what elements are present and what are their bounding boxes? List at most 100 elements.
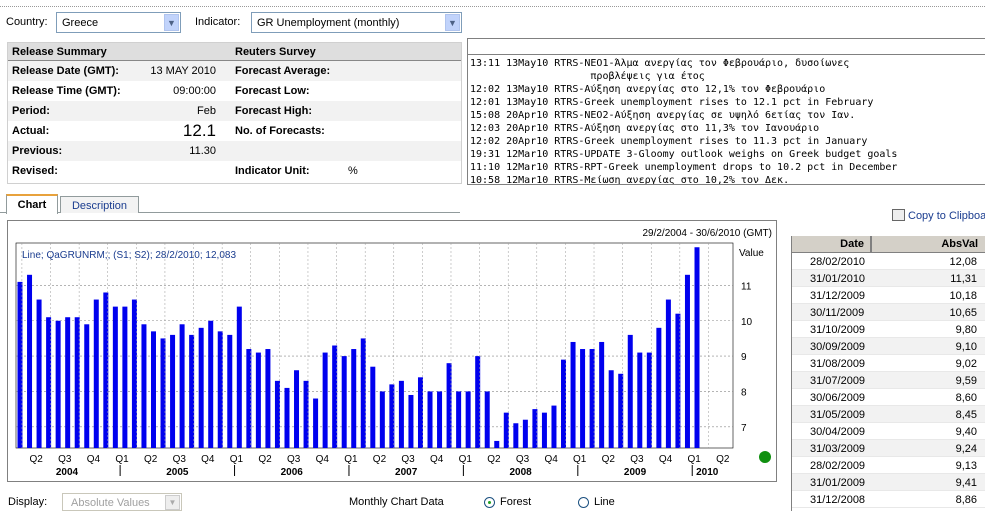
table-row[interactable]: 31/01/2009 9,41 [792, 474, 985, 491]
tab-chart[interactable]: Chart [6, 194, 58, 214]
data-bar [437, 391, 443, 448]
chevron-down-icon[interactable]: ▼ [164, 14, 179, 31]
data-bar [608, 370, 614, 448]
indicator-select[interactable]: GR Unemployment (monthly) ▼ [251, 12, 462, 33]
quarter-label: Q1 [459, 454, 473, 465]
unemployment-chart: 7 8 9 10 11 Value 29/2/2004 - 30/6/2010 (GMT) L… [15, 228, 772, 478]
quarter-label: Q2 [487, 454, 501, 465]
monthly-chart-data-label: Monthly Chart Data [349, 496, 444, 508]
cell-absval: 9,13 [955, 460, 977, 472]
news-item[interactable]: 12:02 13May10 RTRS-Αύξηση ανεργίας στο 1… [470, 84, 826, 95]
display-value: Absolute Values [71, 497, 150, 509]
news-list[interactable]: 13:11 13May10 RTRS-NEO1-Άλμα ανεργίας το… [468, 55, 985, 185]
data-bar [36, 299, 42, 448]
quarter-label: Q4 [659, 454, 673, 465]
news-item[interactable]: 15:08 20Apr10 RTRS-NEO2-Αύξηση ανεργίας … [470, 110, 856, 121]
quarter-label: Q1 [687, 454, 701, 465]
data-bar [265, 349, 271, 448]
table-row[interactable]: 28/02/2009 9,13 [792, 457, 985, 474]
data-bar [160, 338, 166, 448]
data-bar [465, 391, 471, 448]
table-row[interactable]: 31/08/2009 9,02 [792, 355, 985, 372]
data-bar [484, 391, 490, 448]
news-item[interactable]: προβλέψεις για έτος [470, 71, 705, 82]
data-bar [446, 363, 452, 448]
header-absval[interactable]: AbsVal [941, 238, 978, 250]
table-row[interactable]: 31/03/2009 9,24 [792, 440, 985, 457]
table-row[interactable]: 31/10/2009 9,80 [792, 321, 985, 338]
tab-description[interactable]: Description [60, 196, 139, 213]
table-row[interactable]: 30/09/2009 9,10 [792, 338, 985, 355]
summary-left-value: 13 MAY 2010 [150, 65, 216, 77]
table-row[interactable]: 31/12/2008 8,86 [792, 491, 985, 508]
table-row[interactable]: 31/12/2009 10,18 [792, 287, 985, 304]
table-row[interactable]: 31/01/2010 11,31 [792, 270, 985, 287]
quarter-label: Q2 [602, 454, 616, 465]
header-date[interactable]: Date [792, 236, 872, 253]
table-row[interactable]: 30/06/2009 8,60 [792, 389, 985, 406]
data-bar [475, 356, 481, 448]
data-table[interactable]: Date AbsVal 28/02/2010 12,08 31/01/2010 11,… [791, 236, 985, 511]
y-tick-label: 7 [741, 423, 747, 434]
data-bar [103, 292, 109, 448]
summary-row: Release Date (GMT): 13 MAY 2010 Forecast A… [8, 61, 461, 81]
data-bar [17, 281, 23, 448]
summary-right-label: Forecast Low: [235, 85, 310, 97]
copy-to-clipboard-button[interactable]: Copy to Clipboard [892, 209, 985, 222]
country-select[interactable]: Greece ▼ [56, 12, 181, 33]
summary-left-label: Previous: [12, 145, 63, 157]
news-item[interactable]: 19:31 12Mar10 RTRS-UPDATE 3-Gloomy outlo… [470, 149, 898, 160]
data-bar [255, 352, 261, 448]
news-item[interactable]: 10:58 12Mar10 RTRS-Μείωση ανεργίας στο 1… [470, 175, 790, 185]
chevron-down-icon[interactable]: ▼ [445, 14, 460, 31]
table-row[interactable]: 30/11/2009 10,65 [792, 304, 985, 321]
summary-left-label: Release Time (GMT): [12, 85, 121, 97]
table-header: Date AbsVal [792, 236, 985, 253]
cell-date: 31/12/2009 [810, 290, 866, 302]
data-bar [303, 380, 309, 448]
quarter-label: Q2 [373, 454, 387, 465]
display-select[interactable]: Absolute Values ▼ [62, 493, 182, 511]
reuters-survey-title: Reuters Survey [235, 46, 316, 58]
news-item[interactable]: 12:02 20Apr10 RTRS-Greek unemployment ri… [470, 136, 868, 147]
data-bar [150, 331, 156, 448]
quarter-label: Q3 [58, 454, 72, 465]
data-bar [618, 373, 624, 448]
news-item[interactable]: 12:01 13May10 RTRS-Greek unemployment ri… [470, 97, 874, 108]
cell-date: 31/07/2009 [810, 375, 866, 387]
summary-right-label: Forecast Average: [235, 65, 331, 77]
data-bar [313, 398, 319, 448]
line-radio[interactable] [578, 497, 589, 508]
table-row[interactable]: 31/07/2009 9,59 [792, 372, 985, 389]
status-dot-icon [759, 451, 771, 463]
summary-left-label: Actual: [12, 125, 50, 137]
quarter-label: Q3 [287, 454, 301, 465]
data-bar [217, 331, 223, 448]
data-bar [341, 356, 347, 448]
news-item[interactable]: 12:03 20Apr10 RTRS-Αύξηση ανεργίας στο 1… [470, 123, 820, 134]
data-bar [389, 384, 395, 448]
data-bar [55, 320, 61, 448]
chart-area[interactable]: 7 8 9 10 11 Value 29/2/2004 - 30/6/2010 (GMT) L… [7, 220, 777, 482]
news-item[interactable]: 13:11 13May10 RTRS-NEO1-Άλμα ανεργίας το… [470, 58, 850, 69]
table-row[interactable]: 30/04/2009 9,40 [792, 423, 985, 440]
cell-date: 31/03/2009 [810, 443, 866, 455]
data-bar [627, 334, 633, 448]
table-row[interactable]: 31/05/2009 8,45 [792, 406, 985, 423]
cell-absval: 9,02 [955, 358, 977, 370]
toolbar: Country: Greece ▼ Indicator: GR Unemploy… [0, 12, 985, 34]
data-bar [65, 317, 71, 448]
cell-date: 31/08/2009 [810, 358, 866, 370]
quarter-label: Q2 [144, 454, 158, 465]
year-label: 2005 [166, 467, 189, 478]
table-row[interactable]: 28/02/2010 12,08 [792, 253, 985, 270]
data-bar [599, 341, 605, 448]
news-panel[interactable]: 13:11 13May10 RTRS-NEO1-Άλμα ανεργίας το… [467, 38, 985, 185]
year-label: 2010 [696, 467, 719, 478]
news-item[interactable]: 11:10 12Mar10 RTRS-RPT-Greek unemploymen… [470, 162, 898, 173]
forest-radio[interactable] [484, 497, 495, 508]
quarter-label: Q1 [573, 454, 587, 465]
data-bar [532, 409, 538, 448]
cell-date: 30/06/2009 [810, 392, 866, 404]
data-bar [541, 412, 547, 448]
